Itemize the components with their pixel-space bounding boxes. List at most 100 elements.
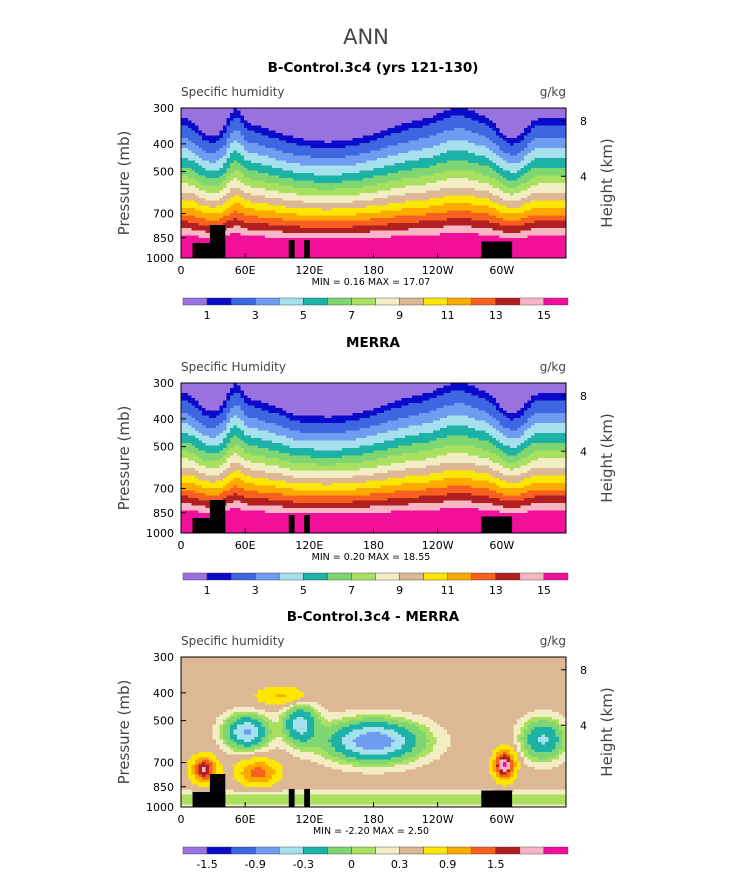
contour-cell bbox=[328, 173, 333, 177]
contour-cell bbox=[265, 208, 270, 212]
contour-cell bbox=[191, 123, 196, 127]
contour-cell bbox=[482, 163, 487, 167]
contour-cell bbox=[342, 190, 347, 194]
contour-cell bbox=[324, 108, 329, 112]
contour-cell bbox=[279, 123, 284, 127]
contour-cell bbox=[545, 168, 550, 172]
contour-cell bbox=[209, 153, 214, 157]
contour-cell bbox=[307, 203, 312, 207]
contour-cell bbox=[293, 125, 298, 129]
contour-cell bbox=[195, 190, 200, 194]
contour-cell bbox=[342, 198, 347, 202]
contour-cell bbox=[548, 183, 553, 187]
contour-cell bbox=[219, 203, 224, 207]
contour-cell bbox=[419, 130, 424, 134]
contour-cell bbox=[485, 163, 490, 167]
contour-cell bbox=[506, 115, 511, 119]
contour-cell bbox=[489, 178, 494, 182]
contour-cell bbox=[548, 195, 553, 199]
contour-cell bbox=[384, 178, 389, 182]
contour-cell bbox=[377, 188, 382, 192]
contour-cell bbox=[492, 193, 497, 197]
contour-cell bbox=[370, 175, 375, 179]
contour-cell bbox=[300, 180, 305, 184]
contour-cell bbox=[317, 168, 322, 172]
contour-cell bbox=[464, 115, 469, 119]
contour-cell bbox=[226, 138, 231, 142]
contour-cell bbox=[401, 120, 406, 124]
contour-cell bbox=[552, 195, 557, 199]
contour-cell bbox=[226, 218, 231, 222]
contour-cell bbox=[408, 218, 413, 222]
contour-cell bbox=[188, 210, 193, 214]
contour-cell bbox=[429, 165, 434, 169]
contour-cell bbox=[510, 138, 515, 142]
contour-cell bbox=[531, 193, 536, 197]
contour-cell bbox=[506, 198, 511, 202]
contour-cell bbox=[436, 158, 441, 162]
contour-cell bbox=[429, 170, 434, 174]
contour-cell bbox=[464, 168, 469, 172]
contour-cell bbox=[317, 143, 322, 147]
contour-cell bbox=[426, 168, 431, 172]
contour-cell bbox=[384, 190, 389, 194]
contour-cell bbox=[293, 158, 298, 162]
contour-cell bbox=[191, 203, 196, 207]
contour-cell bbox=[363, 153, 368, 157]
contour-cell bbox=[359, 175, 364, 179]
contour-cell bbox=[331, 150, 336, 154]
contour-cell bbox=[254, 190, 259, 194]
contour-cell bbox=[499, 130, 504, 134]
contour-cell bbox=[209, 108, 214, 112]
contour-cell bbox=[268, 133, 273, 137]
contour-cell bbox=[478, 203, 483, 207]
contour-cell bbox=[391, 198, 396, 202]
contour-cell bbox=[443, 153, 448, 157]
contour-cell bbox=[321, 158, 326, 162]
contour-cell bbox=[226, 210, 231, 214]
contour-cell bbox=[405, 193, 410, 197]
contour-cell bbox=[531, 153, 536, 157]
contour-cell bbox=[258, 215, 263, 219]
contour-cell bbox=[457, 193, 462, 197]
contour-cell bbox=[314, 108, 319, 112]
contour-cell bbox=[513, 185, 518, 189]
contour-cell bbox=[286, 145, 291, 149]
contour-cell bbox=[552, 120, 557, 124]
contour-cell bbox=[384, 123, 389, 127]
contour-cell bbox=[356, 208, 361, 212]
contour-cell bbox=[335, 123, 340, 127]
contour-cell bbox=[188, 138, 193, 142]
contour-cell bbox=[191, 168, 196, 172]
contour-cell bbox=[422, 145, 427, 149]
contour-cell bbox=[181, 215, 186, 219]
contour-cell bbox=[321, 188, 326, 192]
contour-cell bbox=[394, 125, 399, 129]
contour-cell bbox=[398, 210, 403, 214]
contour-cell bbox=[300, 190, 305, 194]
contour-cell bbox=[286, 110, 291, 114]
contour-cell bbox=[468, 133, 473, 137]
contour-cell bbox=[471, 163, 476, 167]
contour-cell bbox=[471, 140, 476, 144]
contour-cell bbox=[394, 205, 399, 209]
contour-cell bbox=[545, 198, 550, 202]
contour-cell bbox=[254, 208, 259, 212]
contour-cell bbox=[293, 138, 298, 142]
contour-cell bbox=[513, 198, 518, 202]
contour-cell bbox=[548, 188, 553, 192]
contour-cell bbox=[317, 148, 322, 152]
contour-cell bbox=[426, 210, 431, 214]
contour-cell bbox=[359, 165, 364, 169]
contour-cell bbox=[342, 218, 347, 222]
contour-cell bbox=[223, 123, 228, 127]
contour-cell bbox=[496, 208, 501, 212]
contour-cell bbox=[433, 130, 438, 134]
contour-cell bbox=[377, 185, 382, 189]
contour-cell bbox=[534, 155, 539, 159]
contour-cell bbox=[450, 155, 455, 159]
contour-cell bbox=[331, 133, 336, 137]
contour-cell bbox=[244, 140, 249, 144]
contour-cell bbox=[286, 178, 291, 182]
contour-cell bbox=[205, 123, 210, 127]
